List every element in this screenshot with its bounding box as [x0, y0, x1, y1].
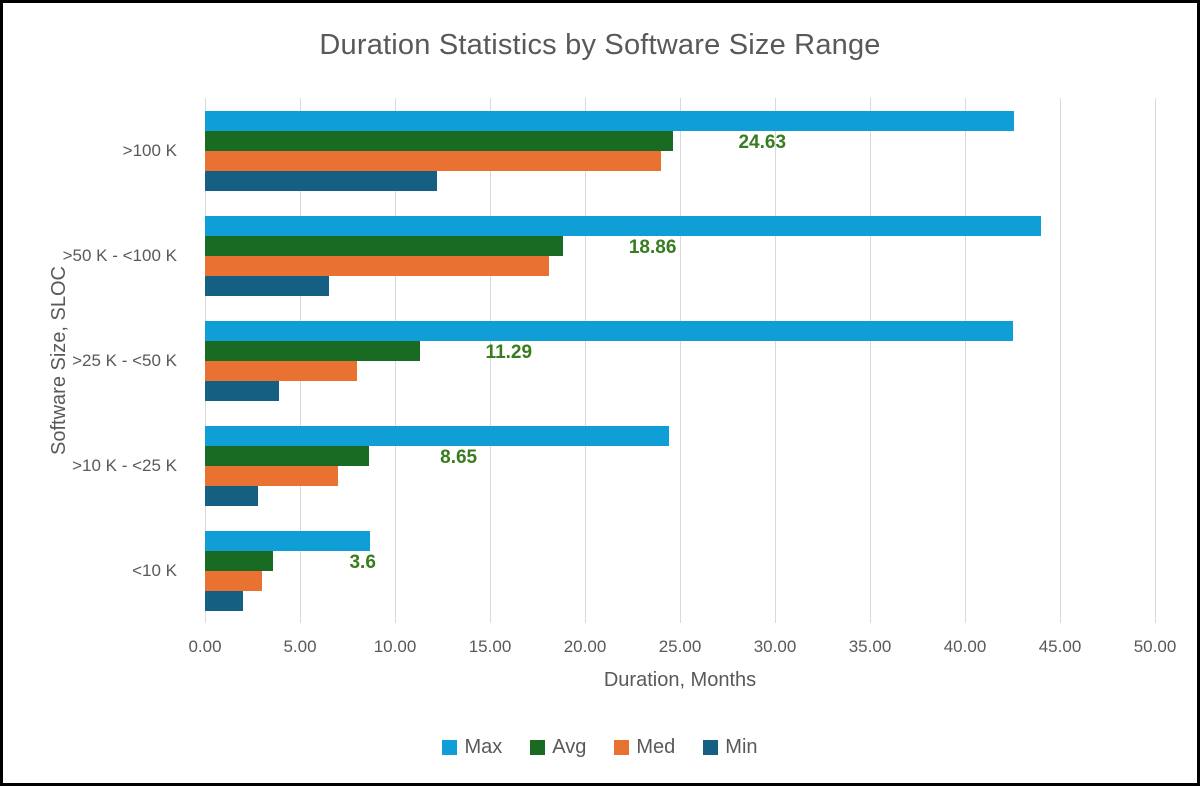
data-label: 11.29: [485, 341, 533, 363]
gridline: [965, 98, 966, 623]
bar-max: [205, 320, 1013, 341]
bar-min: [205, 590, 243, 611]
bar-avg: [205, 130, 673, 151]
bar-med: [205, 360, 357, 381]
bar-med: [205, 255, 549, 276]
legend-label: Med: [636, 736, 676, 758]
x-tick-label: 25.00: [658, 637, 702, 656]
x-tick-label: 10.00: [373, 637, 417, 656]
legend-item-min: Min: [703, 736, 758, 759]
category-group-1: 18.86: [205, 203, 1155, 308]
bar-max: [205, 215, 1041, 236]
bar-avg: [205, 550, 274, 571]
gridline: [775, 98, 776, 623]
y-category-label: >50 K - <100 K: [62, 245, 177, 265]
x-tick-label: 5.00: [283, 637, 317, 656]
bar-max: [205, 110, 1015, 131]
bar-max: [205, 425, 669, 446]
bar-max: [205, 530, 371, 551]
category-group-0: 24.63: [205, 98, 1155, 203]
bar-med: [205, 465, 338, 486]
data-label: 8.65: [440, 446, 478, 468]
gridline: [1060, 98, 1061, 623]
legend-item-med: Med: [614, 736, 675, 759]
chart-title: Duration Statistics by Software Size Ran…: [319, 29, 881, 61]
x-tick-label: 35.00: [848, 637, 892, 656]
y-category-label: >10 K - <25 K: [72, 455, 177, 475]
data-label: 24.63: [738, 131, 787, 153]
bar-min: [205, 275, 329, 296]
x-tick-label: 20.00: [563, 637, 607, 656]
y-category-label: <10 K: [132, 560, 177, 580]
legend-swatch-icon: [442, 740, 458, 755]
legend-swatch-icon: [530, 740, 546, 755]
legend-swatch-icon: [614, 740, 630, 755]
legend-item-avg: Avg: [530, 736, 586, 759]
legend-item-max: Max: [442, 736, 502, 759]
y-axis-labels: >100 K >50 K - <100 K >25 K - <50 K >10 K -…: [3, 98, 191, 623]
legend-label: Avg: [552, 736, 587, 758]
x-tick-label: 15.00: [468, 637, 512, 656]
bar-med: [205, 570, 262, 591]
category-group-3: 8.65: [205, 413, 1155, 518]
bar-min: [205, 170, 437, 191]
x-tick-label: 45.00: [1038, 637, 1082, 656]
y-category-label: >25 K - <50 K: [72, 350, 177, 370]
bar-med: [205, 150, 661, 171]
category-group-2: 11.29: [205, 308, 1155, 413]
bar-min: [205, 380, 280, 401]
gridline: [490, 98, 491, 623]
gridline: [585, 98, 586, 623]
bar-avg: [205, 445, 370, 466]
gridline: [395, 98, 396, 623]
x-axis-title: Duration, Months: [603, 669, 757, 691]
x-tick-label: 0.00: [188, 637, 222, 656]
plot-area: 24.63 18.86 11.29 8.65 3.6: [205, 98, 1156, 623]
data-label: 3.6: [349, 551, 376, 573]
x-tick-label: 30.00: [753, 637, 797, 656]
gridline: [1155, 98, 1156, 623]
legend-label: Max: [464, 736, 503, 758]
bar-avg: [205, 340, 420, 361]
x-tick-label: 50.00: [1133, 637, 1177, 656]
x-axis-ticks: 0.00 5.00 10.00 15.00 20.00 25.00 30.00 35.00 40…: [188, 637, 1176, 659]
gridline: [870, 98, 871, 623]
data-label: 18.86: [628, 236, 677, 258]
x-tick-label: 40.00: [943, 637, 987, 656]
bar-min: [205, 485, 259, 506]
legend: Max Avg Med Min: [3, 736, 1197, 759]
gridline: [680, 98, 681, 623]
legend-swatch-icon: [703, 740, 719, 755]
category-group-4: 3.6: [205, 518, 1155, 623]
y-category-label: >100 K: [122, 140, 177, 160]
bar-avg: [205, 235, 564, 256]
legend-label: Min: [725, 736, 758, 758]
